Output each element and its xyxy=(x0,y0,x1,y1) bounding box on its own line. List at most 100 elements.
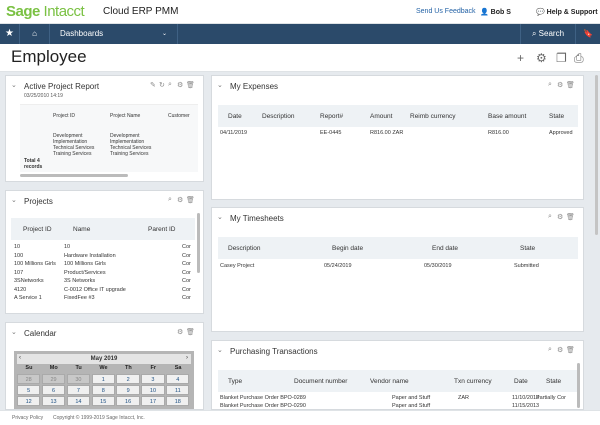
sage-logo[interactable]: Sage Intacct xyxy=(6,3,85,20)
calendar-day[interactable]: 6 xyxy=(41,385,66,395)
calendar-day[interactable]: 4 xyxy=(166,374,190,384)
calendar-day[interactable]: 30 xyxy=(66,374,91,384)
column-header[interactable]: Txn currency xyxy=(454,378,492,385)
table-row[interactable]: A Service 1 FixedFee #3 Cor xyxy=(14,295,194,303)
chevron-down-icon[interactable]: ⌄ xyxy=(11,197,17,204)
table-row[interactable]: 10 10 Cor xyxy=(14,244,194,252)
gear-icon[interactable]: ⚙ xyxy=(177,329,184,336)
calendar-day[interactable]: 3 xyxy=(141,374,165,384)
horizontal-scrollbar[interactable] xyxy=(20,174,128,177)
gear-icon[interactable]: ⚙ xyxy=(557,214,564,221)
edit-icon[interactable]: ✎ xyxy=(150,82,156,89)
vertical-scrollbar[interactable] xyxy=(577,363,580,408)
calendar-day[interactable]: 7 xyxy=(66,385,91,395)
table-row[interactable]: 107 Product/Services Cor xyxy=(14,270,194,278)
column-header[interactable]: Document number xyxy=(294,378,348,385)
gear-icon[interactable]: ⚙ xyxy=(557,347,564,354)
column-header[interactable]: State xyxy=(549,113,565,120)
column-header[interactable]: Description xyxy=(228,245,261,252)
calendar-day[interactable]: 11 xyxy=(166,385,190,395)
column-header[interactable]: Begin date xyxy=(332,245,364,252)
user-menu[interactable]: 👤 Bob S xyxy=(480,9,511,16)
chevron-down-icon[interactable]: ⌄ xyxy=(11,329,17,336)
calendar-day[interactable]: 12 xyxy=(17,396,41,406)
column-header[interactable]: Vendor name xyxy=(370,378,409,385)
column-header[interactable]: Base amount xyxy=(488,113,527,120)
table-row[interactable]: 100 Hardware Installation Cor xyxy=(14,253,194,261)
add-icon[interactable]: + xyxy=(517,51,525,65)
search-icon[interactable]: ⌕ xyxy=(548,346,552,353)
calendar-day[interactable]: 1 xyxy=(91,374,115,384)
calendar-day[interactable]: 10 xyxy=(141,385,165,395)
gear-icon[interactable]: ⚙ xyxy=(557,82,564,89)
print-icon[interactable]: ⎙ xyxy=(574,51,584,65)
next-month-icon[interactable]: › xyxy=(186,355,188,361)
column-header[interactable]: Parent ID xyxy=(148,226,176,233)
trash-icon[interactable]: 🗑 xyxy=(566,347,575,354)
calendar-day[interactable]: 18 xyxy=(166,396,190,406)
column-header[interactable]: Project ID xyxy=(23,226,52,233)
bookmark-icon[interactable]: 🔖 xyxy=(583,29,593,38)
gear-icon[interactable]: ⚙ xyxy=(177,197,184,204)
page-scrollbar[interactable] xyxy=(595,75,598,235)
calendar-day[interactable]: 2 xyxy=(116,374,140,384)
table-row[interactable]: 4120 C-0012 Office IT upgrade Cor xyxy=(14,287,194,295)
calendar-day[interactable]: 28 xyxy=(17,374,41,384)
calendar-day[interactable]: 13 xyxy=(41,396,66,406)
vertical-scrollbar[interactable] xyxy=(197,213,200,273)
table-row[interactable]: 3SNetworks 3S Networks Cor xyxy=(14,278,194,286)
star-icon[interactable]: ★ xyxy=(0,24,20,44)
search-icon[interactable]: ⌕ xyxy=(548,213,552,220)
column-header[interactable]: Date xyxy=(514,378,528,385)
column-header[interactable]: Description xyxy=(262,113,295,120)
table-row[interactable]: Blanket Purchase Order BPO-0289 Paper and… xyxy=(212,395,572,403)
column-header[interactable]: Report# xyxy=(320,113,344,120)
column-header[interactable]: Type xyxy=(228,378,243,385)
calendar-day[interactable]: 5 xyxy=(17,385,41,395)
column-header[interactable]: Date xyxy=(228,113,242,120)
search-icon[interactable]: ⌕ xyxy=(168,81,172,88)
search-icon[interactable]: ⌕ xyxy=(548,81,552,88)
home-icon[interactable]: ⌂ xyxy=(20,24,50,44)
refresh-icon[interactable]: ↻ xyxy=(159,82,165,89)
trash-icon[interactable]: 🗑 xyxy=(186,197,195,204)
search-icon[interactable]: ⌕ xyxy=(168,196,172,203)
calendar-day[interactable]: 17 xyxy=(141,396,165,406)
trash-icon[interactable]: 🗑 xyxy=(566,82,575,89)
feedback-link[interactable]: Send Us Feedback xyxy=(416,8,476,15)
prev-month-icon[interactable]: ‹ xyxy=(19,355,21,361)
chevron-down-icon[interactable]: ⌄ xyxy=(11,82,17,89)
chevron-down-icon[interactable]: ⌄ xyxy=(217,82,223,89)
column-header[interactable]: Name xyxy=(73,226,91,233)
trash-icon[interactable]: 🗑 xyxy=(186,82,195,89)
column-header[interactable]: State xyxy=(520,245,536,252)
column-header[interactable]: Reimb currency xyxy=(410,113,456,120)
trash-icon[interactable]: 🗑 xyxy=(566,214,575,221)
privacy-policy-link[interactable]: Privacy Policy xyxy=(12,415,44,421)
table-cell: R816.00 xyxy=(488,130,509,136)
panel-title: Calendar xyxy=(24,329,57,338)
chevron-down-icon[interactable]: ⌄ xyxy=(217,347,223,354)
table-row[interactable]: 100 Millions Girls 100 Millions Girls Cor xyxy=(14,261,194,269)
column-header[interactable]: State xyxy=(546,378,562,385)
help-support-link[interactable]: 💬 Help & Support xyxy=(536,9,598,16)
calendar-day[interactable]: 14 xyxy=(66,396,91,406)
column-header[interactable]: Amount xyxy=(370,113,393,120)
trash-icon[interactable]: 🗑 xyxy=(186,329,195,336)
chevron-down-icon[interactable]: ⌄ xyxy=(217,214,223,221)
calendar-day[interactable]: 8 xyxy=(91,385,115,395)
copy-icon[interactable]: ❐ xyxy=(556,51,567,65)
table-row[interactable]: 04/11/2019 EE-0445 R816.00 ZAR R816.00 Appro… xyxy=(212,130,585,138)
column-header[interactable]: End date xyxy=(432,245,459,252)
project-id-list: Development Implementation Technical Servi… xyxy=(53,133,95,157)
calendar-day[interactable]: 29 xyxy=(41,374,66,384)
dashboards-dropdown[interactable]: Dashboards ⌄ xyxy=(50,24,178,44)
search-button[interactable]: ⌕ Search xyxy=(520,24,576,44)
table-row[interactable]: Blanket Purchase Order BPO-0290 Paper and… xyxy=(212,403,572,409)
gear-icon[interactable]: ⚙ xyxy=(536,51,547,65)
calendar-day[interactable]: 9 xyxy=(116,385,140,395)
gear-icon[interactable]: ⚙ xyxy=(177,82,184,89)
table-row[interactable]: Casey Project 05/24/2019 05/30/2019 Submitt… xyxy=(212,263,585,271)
calendar-day[interactable]: 16 xyxy=(116,396,140,406)
calendar-day[interactable]: 15 xyxy=(91,396,115,406)
